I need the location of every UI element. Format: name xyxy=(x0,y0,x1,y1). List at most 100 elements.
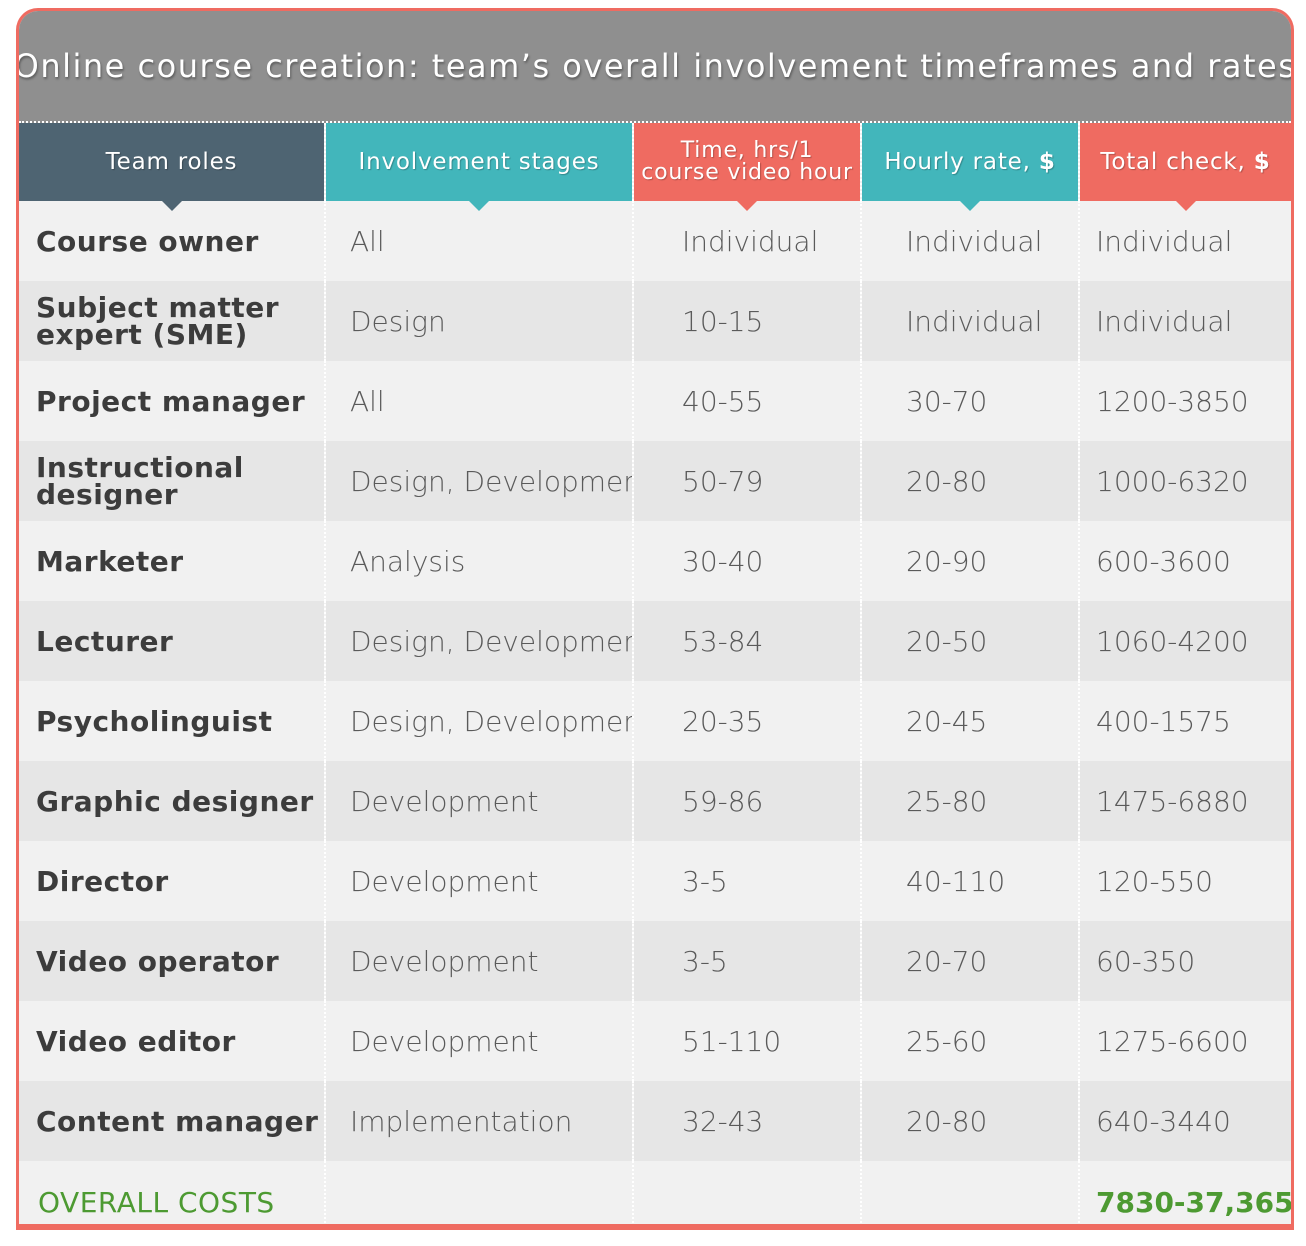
cell-total-check: 60-350 xyxy=(1079,921,1291,1001)
table-row: Subject matter expert (SME) Design 10-15 In… xyxy=(19,281,1291,361)
header-time-label: Time, hrs/1 course video hour xyxy=(641,138,853,185)
overall-costs-value: 7830-37,365 xyxy=(1079,1161,1291,1224)
header-total-check-label: Total check, xyxy=(1100,149,1246,175)
cell-involvement-stages: Implementation xyxy=(325,1081,634,1161)
cost-table-card: Online course creation: team’s overall i… xyxy=(16,8,1294,1230)
overall-costs-row: OVERALL COSTS 7830-37,365 xyxy=(19,1161,1291,1224)
cell-involvement-stages: Design xyxy=(325,281,634,361)
cell-team-role: Lecturer xyxy=(19,601,326,681)
cell-total-check: 1200-3850 xyxy=(1079,361,1291,441)
header-involvement-stages: Involvement stages xyxy=(325,123,634,211)
cell-hourly-rate: 40-110 xyxy=(861,841,1080,921)
cell-hourly-rate: Individual xyxy=(861,281,1080,361)
cell-time: 3-5 xyxy=(633,841,862,921)
header-total-check-arrow xyxy=(1175,201,1196,211)
cell-involvement-stages: Development xyxy=(325,1001,634,1081)
cell-involvement-stages: Analysis xyxy=(325,521,634,601)
cell-time: 40-55 xyxy=(633,361,862,441)
cell-involvement-stages: Development xyxy=(325,761,634,841)
table-row: Content manager Implementation 32-43 20-80 6… xyxy=(19,1081,1291,1161)
cell-involvement-stages: Development xyxy=(325,921,634,1001)
cell-team-role: Course owner xyxy=(19,201,326,281)
header-time-arrow xyxy=(737,201,757,211)
header-team-roles-arrow xyxy=(161,201,182,211)
cell-team-role: Video operator xyxy=(19,921,326,1001)
cell-involvement-stages: All xyxy=(325,201,634,281)
cell-time: 10-15 xyxy=(633,281,862,361)
cell-team-role: Director xyxy=(19,841,326,921)
cell-team-role: Project manager xyxy=(19,361,326,441)
cell-hourly-rate: 25-60 xyxy=(861,1001,1080,1081)
header-total-check-unit: $ xyxy=(1253,149,1271,175)
header-involvement-stages-label: Involvement stages xyxy=(358,149,600,175)
cell-total-check: 640-3440 xyxy=(1079,1081,1291,1161)
header-hourly-rate-unit: $ xyxy=(1038,149,1056,175)
table-row: Psycholinguist Design, Development 20-35 20… xyxy=(19,681,1291,761)
cell-time: 20-35 xyxy=(633,681,862,761)
table-row: Instructional designer Design, Developmen… xyxy=(19,441,1291,521)
table-row: Director Development 3-5 40-110 120-550 xyxy=(19,841,1291,921)
table-row: Marketer Analysis 30-40 20-90 600-3600 xyxy=(19,521,1291,601)
cell-time: 59-86 xyxy=(633,761,862,841)
header-total-check: Total check, $ xyxy=(1079,123,1291,211)
cell-total-check: 600-3600 xyxy=(1079,521,1291,601)
cell-time: 53-84 xyxy=(633,601,862,681)
cell-time: 51-110 xyxy=(633,1001,862,1081)
header-team-roles-label: Team roles xyxy=(105,149,238,175)
header-team-roles: Team roles xyxy=(19,123,326,211)
table-row: Project manager All 40-55 30-70 1200-3850 xyxy=(19,361,1291,441)
cell-team-role: Marketer xyxy=(19,521,326,601)
overall-empty-stages xyxy=(325,1161,634,1224)
cell-time: 30-40 xyxy=(633,521,862,601)
cell-time: Individual xyxy=(633,201,862,281)
title-bar: Online course creation: team’s overall i… xyxy=(19,11,1291,123)
table-row: Graphic designer Development 59-86 25-80 147… xyxy=(19,761,1291,841)
cell-total-check: 1060-4200 xyxy=(1079,601,1291,681)
cell-team-role: Video editor xyxy=(19,1001,326,1081)
cell-hourly-rate: 20-80 xyxy=(861,1081,1080,1161)
table-row: Video editor Development 51-110 25-60 1275-6… xyxy=(19,1001,1291,1081)
table-title: Online course creation: team’s overall i… xyxy=(16,47,1294,85)
cell-hourly-rate: 25-80 xyxy=(861,761,1080,841)
header-time: Time, hrs/1 course video hour xyxy=(633,123,862,211)
cell-hourly-rate: 20-80 xyxy=(861,441,1080,521)
cell-hourly-rate: 30-70 xyxy=(861,361,1080,441)
cell-hourly-rate: 20-45 xyxy=(861,681,1080,761)
table-body: Course owner All Individual Individual Indiv… xyxy=(19,201,1291,1161)
cell-team-role: Content manager xyxy=(19,1081,326,1161)
overall-empty-time xyxy=(633,1161,862,1224)
cell-team-role: Instructional designer xyxy=(19,441,326,521)
header-hourly-rate: Hourly rate, $ xyxy=(861,123,1080,211)
cell-involvement-stages: Design, Development xyxy=(325,681,634,761)
cell-total-check: Individual xyxy=(1079,201,1291,281)
cell-time: 50-79 xyxy=(633,441,862,521)
cell-total-check: 1475-6880 xyxy=(1079,761,1291,841)
overall-empty-rate xyxy=(861,1161,1080,1224)
cell-hourly-rate: 20-70 xyxy=(861,921,1080,1001)
header-hourly-rate-label: Hourly rate, xyxy=(884,149,1031,175)
cell-total-check: 120-550 xyxy=(1079,841,1291,921)
cell-time: 3-5 xyxy=(633,921,862,1001)
cell-involvement-stages: Development xyxy=(325,841,634,921)
cell-team-role: Graphic designer xyxy=(19,761,326,841)
cell-involvement-stages: All xyxy=(325,361,634,441)
cell-total-check: 400-1575 xyxy=(1079,681,1291,761)
cell-total-check: 1275-6600 xyxy=(1079,1001,1291,1081)
cell-hourly-rate: 20-90 xyxy=(861,521,1080,601)
table-row: Course owner All Individual Individual Indiv… xyxy=(19,201,1291,281)
overall-costs-label: OVERALL COSTS xyxy=(19,1161,326,1224)
cell-team-role: Subject matter expert (SME) xyxy=(19,281,326,361)
header-involvement-stages-arrow xyxy=(469,201,489,211)
cell-total-check: Individual xyxy=(1079,281,1291,361)
involvement-table: Team roles Involvement stages Time, hrs/… xyxy=(19,123,1291,1224)
table-row: Video operator Development 3-5 20-70 60-350 xyxy=(19,921,1291,1001)
cell-team-role: Psycholinguist xyxy=(19,681,326,761)
cell-hourly-rate: 20-50 xyxy=(861,601,1080,681)
cell-total-check: 1000-6320 xyxy=(1079,441,1291,521)
table-row: Lecturer Design, Development 53-84 20-50 106… xyxy=(19,601,1291,681)
cell-hourly-rate: Individual xyxy=(861,201,1080,281)
cell-involvement-stages: Design, Development xyxy=(325,441,634,521)
header-hourly-rate-arrow xyxy=(960,201,980,211)
cell-time: 32-43 xyxy=(633,1081,862,1161)
cell-involvement-stages: Design, Development xyxy=(325,601,634,681)
